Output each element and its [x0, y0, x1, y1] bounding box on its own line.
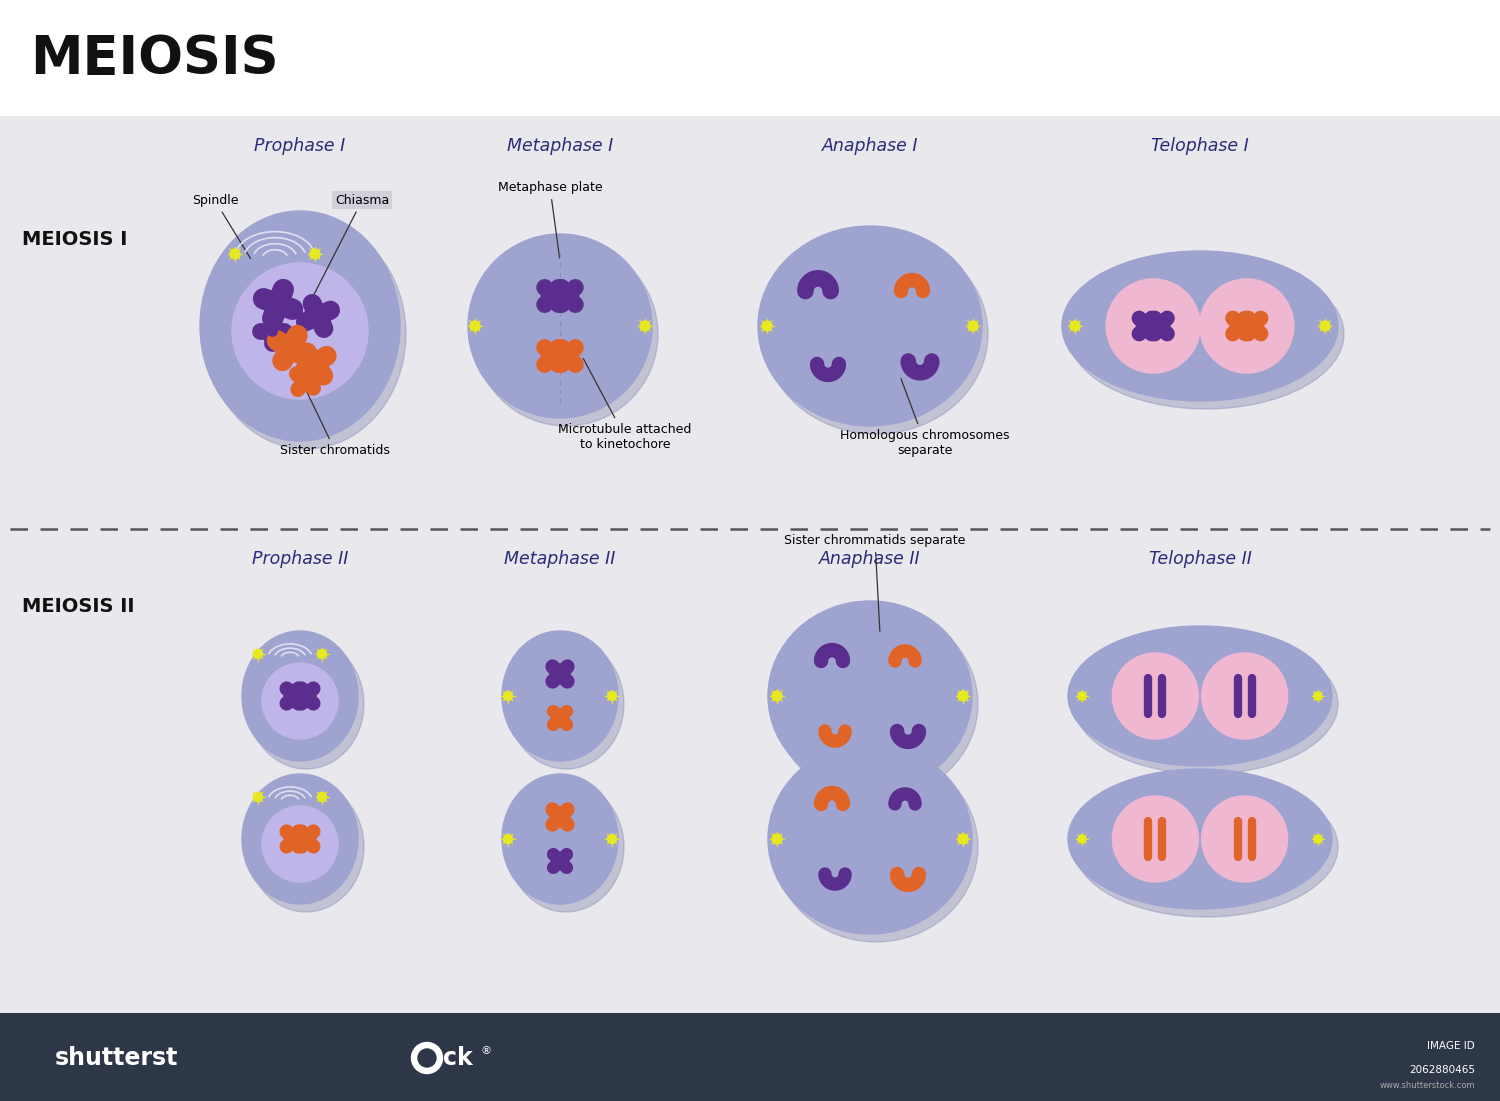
Circle shape — [318, 650, 327, 658]
Ellipse shape — [1186, 637, 1302, 754]
Circle shape — [1202, 653, 1287, 739]
Circle shape — [1314, 835, 1322, 843]
Circle shape — [504, 691, 513, 700]
Ellipse shape — [242, 774, 358, 904]
Text: Sister chrommatids separate: Sister chrommatids separate — [784, 534, 966, 631]
Text: Metaphase I: Metaphase I — [507, 137, 614, 155]
Circle shape — [1113, 653, 1198, 739]
Circle shape — [958, 691, 968, 701]
Text: IMAGE ID: IMAGE ID — [1428, 1042, 1474, 1051]
Circle shape — [1106, 279, 1200, 373]
Text: 2062880465: 2062880465 — [1408, 1065, 1474, 1075]
Text: Microtubule attached
to kinetochore: Microtubule attached to kinetochore — [558, 359, 692, 451]
Ellipse shape — [1074, 777, 1338, 917]
Text: ck: ck — [442, 1046, 472, 1070]
Ellipse shape — [758, 226, 982, 426]
Ellipse shape — [1185, 264, 1310, 388]
Ellipse shape — [768, 744, 972, 934]
Text: Prophase II: Prophase II — [252, 550, 348, 568]
Circle shape — [232, 263, 368, 399]
Circle shape — [1200, 279, 1294, 373]
Text: Prophase I: Prophase I — [255, 137, 345, 155]
Ellipse shape — [1186, 781, 1302, 897]
Ellipse shape — [468, 235, 652, 418]
Text: shutterst: shutterst — [56, 1046, 178, 1070]
Ellipse shape — [509, 639, 624, 768]
Circle shape — [504, 835, 513, 843]
Circle shape — [1078, 835, 1086, 843]
Ellipse shape — [248, 639, 364, 768]
Ellipse shape — [242, 631, 358, 761]
Text: ®: ® — [480, 1046, 490, 1056]
Ellipse shape — [503, 774, 618, 904]
Text: Telophase II: Telophase II — [1149, 550, 1251, 568]
Ellipse shape — [774, 752, 978, 942]
Circle shape — [310, 249, 320, 259]
Ellipse shape — [1068, 768, 1332, 909]
Circle shape — [1202, 796, 1287, 882]
Circle shape — [608, 691, 616, 700]
FancyBboxPatch shape — [0, 116, 1500, 1013]
FancyBboxPatch shape — [0, 0, 1500, 116]
Ellipse shape — [503, 631, 618, 761]
Ellipse shape — [1098, 781, 1214, 897]
Ellipse shape — [474, 242, 658, 426]
Circle shape — [254, 793, 262, 802]
Text: MEIOSIS I: MEIOSIS I — [22, 229, 128, 249]
Circle shape — [230, 249, 240, 259]
Text: Anaphase II: Anaphase II — [819, 550, 921, 568]
Text: MEIOSIS: MEIOSIS — [30, 33, 279, 85]
Text: Metaphase II: Metaphase II — [504, 550, 615, 568]
Ellipse shape — [764, 235, 988, 434]
Text: Sister chromatids: Sister chromatids — [280, 391, 390, 457]
Circle shape — [262, 806, 338, 882]
Circle shape — [968, 321, 978, 331]
FancyBboxPatch shape — [0, 1013, 1500, 1101]
Ellipse shape — [509, 782, 624, 912]
Ellipse shape — [774, 609, 978, 799]
Circle shape — [958, 835, 968, 844]
Circle shape — [1070, 321, 1080, 331]
Circle shape — [1113, 796, 1198, 882]
Circle shape — [1078, 691, 1086, 700]
Circle shape — [411, 1043, 442, 1073]
Circle shape — [419, 1049, 436, 1067]
Ellipse shape — [1068, 259, 1344, 408]
Ellipse shape — [768, 601, 972, 791]
Text: www.shutterstock.com: www.shutterstock.com — [1380, 1081, 1474, 1090]
Circle shape — [762, 321, 772, 331]
Circle shape — [318, 793, 327, 802]
Text: Anaphase I: Anaphase I — [822, 137, 918, 155]
Circle shape — [262, 663, 338, 739]
Text: Homologous chromosomes
separate: Homologous chromosomes separate — [840, 379, 1010, 457]
Ellipse shape — [1090, 264, 1215, 388]
Circle shape — [1320, 321, 1330, 331]
Circle shape — [1314, 691, 1322, 700]
Ellipse shape — [206, 219, 406, 449]
Ellipse shape — [1068, 626, 1332, 766]
Circle shape — [772, 835, 782, 844]
Text: Chiasma: Chiasma — [306, 194, 388, 312]
Circle shape — [470, 321, 480, 331]
Circle shape — [772, 691, 782, 701]
Circle shape — [640, 321, 650, 331]
Text: Spindle: Spindle — [192, 194, 250, 259]
Circle shape — [608, 835, 616, 843]
Ellipse shape — [200, 211, 400, 442]
Ellipse shape — [1074, 634, 1338, 774]
Text: MEIOSIS II: MEIOSIS II — [22, 597, 135, 615]
Text: Metaphase plate: Metaphase plate — [498, 181, 603, 259]
Circle shape — [254, 650, 262, 658]
Text: Telophase I: Telophase I — [1150, 137, 1250, 155]
Ellipse shape — [248, 782, 364, 912]
Ellipse shape — [1098, 637, 1214, 754]
Ellipse shape — [1062, 251, 1338, 401]
